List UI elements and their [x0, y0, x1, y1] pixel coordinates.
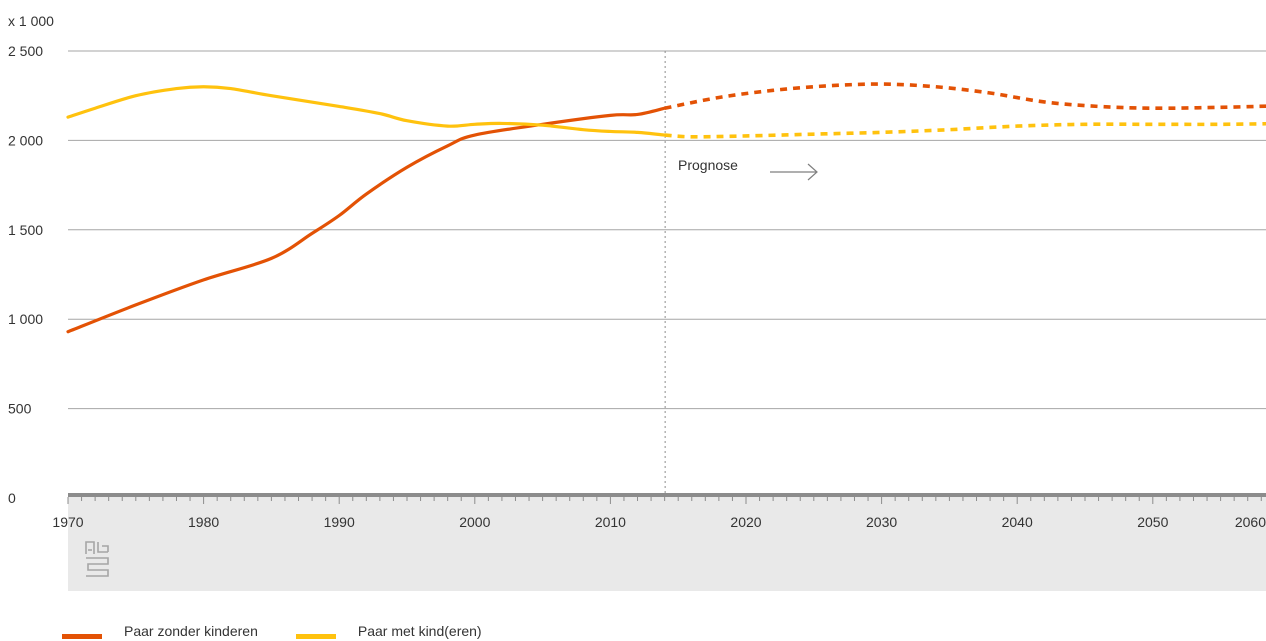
- y-tick-label: 2 500: [8, 43, 43, 59]
- x-tick-label: 2020: [730, 514, 761, 530]
- x-tick-label: 2060: [1235, 514, 1266, 530]
- x-tick-label: 2050: [1137, 514, 1168, 530]
- x-tick-label: 1990: [324, 514, 355, 530]
- x-tick-label: 2030: [866, 514, 897, 530]
- y-tick-label: 500: [8, 401, 32, 417]
- series-line-paar-zonder-kinderen: [66, 106, 667, 334]
- x-tick-label: 1970: [52, 514, 83, 530]
- series-forecast-paar-met-kinderen: [664, 121, 1266, 139]
- legend-swatch-orange: [62, 634, 102, 639]
- legend-item-paar-zonder-kinderen: Paar zonder kinderen: [62, 622, 258, 639]
- legend: Paar zonder kinderen Paar met kind(eren): [62, 622, 520, 639]
- cbs-logo-icon: [85, 541, 109, 577]
- legend-swatch-yellow: [295, 634, 336, 639]
- series-line-paar-met-kinderen: [66, 85, 667, 137]
- x-tick-label: 2000: [459, 514, 490, 530]
- x-axis-band: [68, 493, 1266, 591]
- series-forecast-paar-zonder-kinderen: [664, 82, 1266, 111]
- arrow-right-icon: [770, 163, 818, 181]
- y-tick-label: 0: [8, 490, 16, 506]
- y-tick-label: 2 000: [8, 132, 43, 148]
- legend-label: Paar zonder kinderen: [124, 622, 258, 639]
- y-tick-label: 1 000: [8, 311, 43, 327]
- legend-item-paar-met-kinderen: Paar met kind(eren): [295, 622, 482, 639]
- prognose-annotation: Prognose: [678, 157, 738, 173]
- unit-label: x 1 000: [8, 13, 54, 29]
- x-tick-label: 2040: [1002, 514, 1033, 530]
- y-tick-label: 1 500: [8, 222, 43, 238]
- legend-label: Paar met kind(eren): [357, 622, 482, 639]
- x-tick-label: 1980: [188, 514, 219, 530]
- x-tick-label: 2010: [595, 514, 626, 530]
